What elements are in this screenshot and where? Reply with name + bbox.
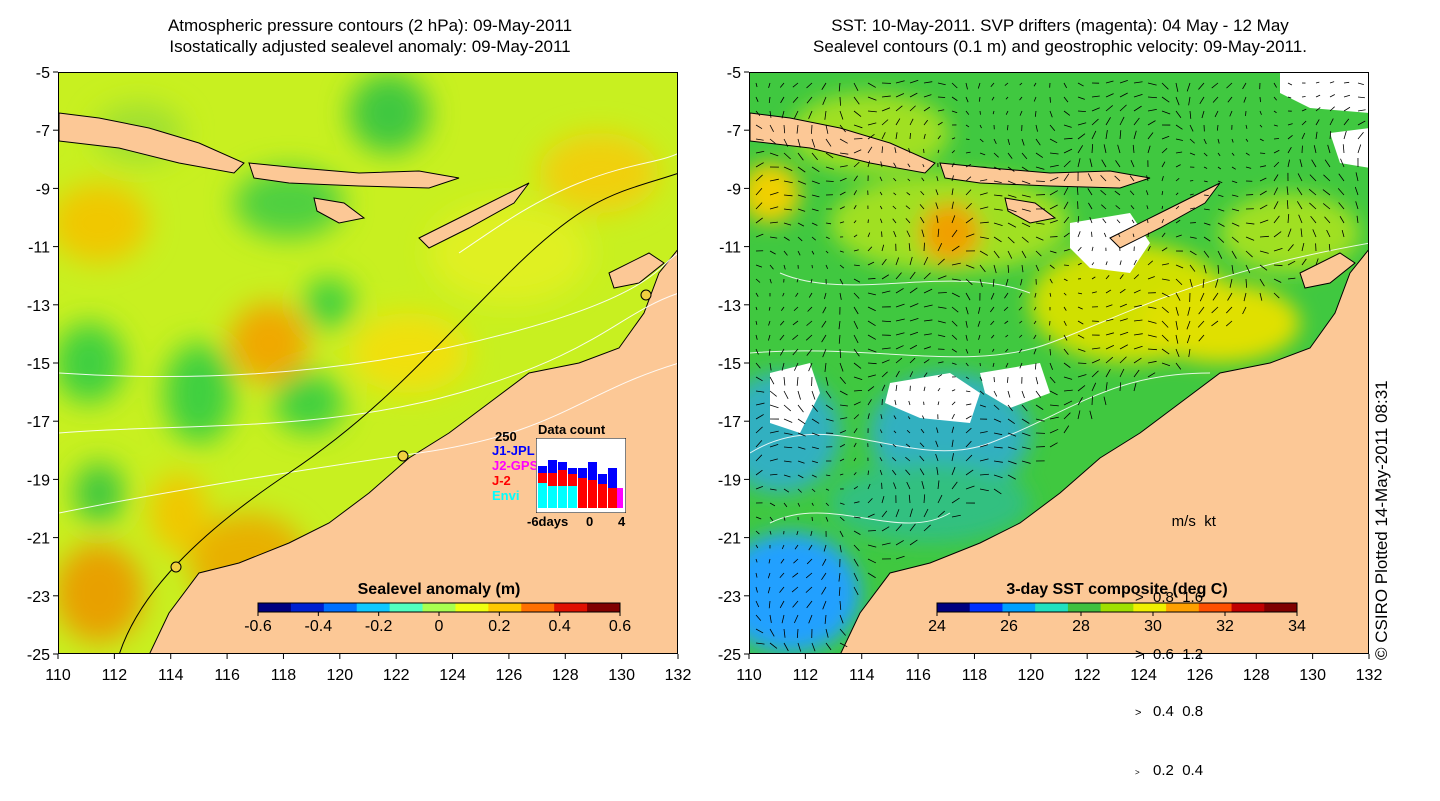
right-title-line1: SST: 10-May-2011. SVP drifters (magenta)… — [730, 15, 1390, 36]
lon-tick-label: 128 — [552, 667, 579, 684]
left-map-title: Atmospheric pressure contours (2 hPa): 0… — [40, 15, 700, 57]
lat-tick-label: -7 — [727, 123, 741, 140]
lat-tick-label: -23 — [27, 589, 50, 606]
sealevel-anomaly-map-image — [59, 73, 678, 654]
lon-tick-label: 122 — [383, 667, 410, 684]
credit-text: © CSIRO Plotted 14-May-2011 08:31 — [1372, 380, 1392, 660]
data-count-series-j1-jpl: J1-JPL — [492, 443, 535, 458]
lat-tick-label: -15 — [718, 356, 741, 373]
speed-legend-row: >0.6 1.2 — [1135, 645, 1216, 664]
data-count-xtick-end: 4 — [618, 514, 625, 529]
lat-tick-label: -21 — [718, 531, 741, 548]
data-count-max-label: 250 — [495, 429, 517, 444]
lon-tick-label: 116 — [905, 667, 931, 684]
lat-tick-label: -25 — [27, 647, 50, 664]
lon-tick-label: 112 — [793, 667, 819, 684]
lat-tick-label: -9 — [36, 181, 50, 198]
lon-tick-label: 110 — [45, 667, 71, 684]
lon-tick-label: 132 — [1356, 667, 1383, 684]
lon-tick-label: 110 — [736, 667, 762, 684]
sst-map — [749, 72, 1369, 654]
lon-tick-label: 126 — [496, 667, 523, 684]
lat-tick-label: -5 — [727, 65, 741, 82]
lon-tick-label: 116 — [214, 667, 240, 684]
sst-map-image — [750, 73, 1369, 654]
data-count-series-envi: Envi — [492, 488, 519, 503]
lat-tick-label: -15 — [27, 356, 50, 373]
left-title-line1: Atmospheric pressure contours (2 hPa): 0… — [40, 15, 700, 36]
lat-tick-label: -11 — [719, 240, 741, 257]
data-count-series-j2-gps: J2-GPS — [492, 458, 538, 473]
data-count-series-j-2: J-2 — [492, 473, 511, 488]
data-count-xtick-start: -6days — [527, 514, 568, 529]
lon-tick-label: 118 — [962, 667, 988, 684]
lon-tick-label: 114 — [849, 667, 875, 684]
lon-tick-label: 114 — [158, 667, 184, 684]
lat-tick-label: -21 — [27, 531, 50, 548]
speed-legend: m/s kt >0.8 1.6 >0.6 1.2 >0.4 0.8 >0.2 0… — [1135, 455, 1216, 801]
lon-tick-label: 120 — [326, 667, 353, 684]
data-count-title: Data count — [538, 422, 605, 437]
lat-tick-label: -11 — [28, 240, 50, 257]
lon-tick-label: 120 — [1017, 667, 1044, 684]
lat-tick-label: -13 — [27, 298, 50, 315]
lon-tick-label: 128 — [1243, 667, 1270, 684]
lon-tick-label: 122 — [1074, 667, 1101, 684]
right-title-line2: Sealevel contours (0.1 m) and geostrophi… — [730, 36, 1390, 57]
lon-tick-label: 130 — [608, 667, 635, 684]
lat-tick-label: -19 — [718, 472, 741, 489]
right-map-title: SST: 10-May-2011. SVP drifters (magenta)… — [730, 15, 1390, 57]
data-count-xtick-zero: 0 — [586, 514, 593, 529]
data-count-bar-inset — [536, 438, 626, 513]
lon-tick-label: 118 — [271, 667, 297, 684]
lat-tick-label: -9 — [727, 181, 741, 198]
lon-tick-label: 132 — [665, 667, 692, 684]
lon-tick-label: 130 — [1299, 667, 1326, 684]
lat-tick-label: -13 — [718, 298, 741, 315]
lat-tick-label: -17 — [27, 414, 50, 431]
speed-legend-header-ms: m/s — [1172, 513, 1196, 530]
lat-tick-label: -25 — [718, 647, 741, 664]
lon-tick-label: 112 — [102, 667, 128, 684]
speed-legend-header: m/s kt — [1135, 493, 1216, 550]
lat-tick-label: -5 — [36, 65, 50, 82]
sealevel-anomaly-map — [58, 72, 678, 654]
speed-legend-row: >0.2 0.4 — [1135, 761, 1216, 782]
speed-legend-row: >0.8 1.6 — [1135, 588, 1216, 607]
lat-tick-label: -19 — [27, 472, 50, 489]
lat-tick-label: -17 — [718, 414, 741, 431]
left-title-line2: Isostatically adjusted sealevel anomaly:… — [40, 36, 700, 57]
speed-legend-header-kt: kt — [1204, 513, 1216, 530]
lat-tick-label: -23 — [718, 589, 741, 606]
lat-tick-label: -7 — [36, 123, 50, 140]
lon-tick-label: 124 — [439, 667, 466, 684]
